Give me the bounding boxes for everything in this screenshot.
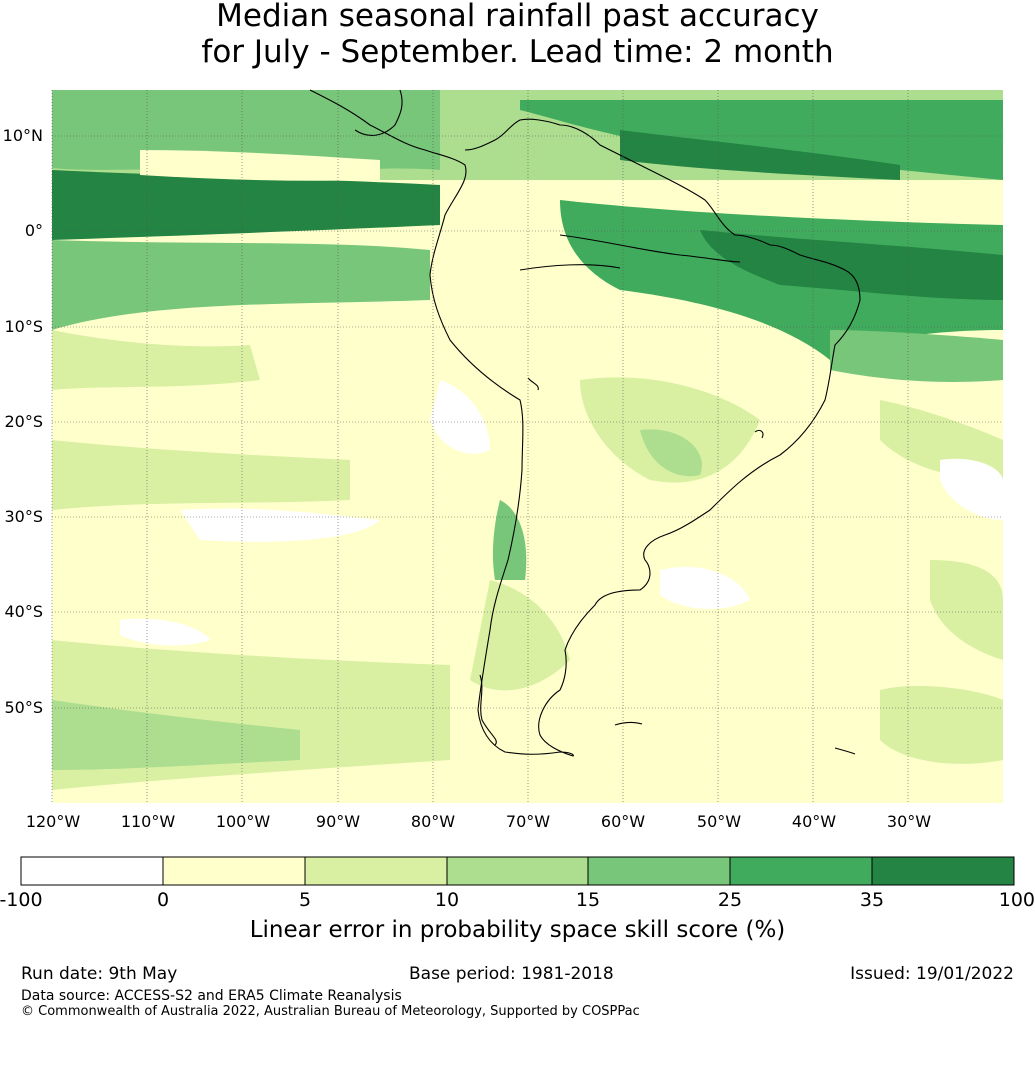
copyright-notice: © Commonwealth of Australia 2022, Austra… bbox=[21, 1004, 640, 1019]
data-source: Data source: ACCESS-S2 and ERA5 Climate … bbox=[21, 988, 402, 1004]
colorbar-label: Linear error in probability space skill … bbox=[249, 917, 786, 943]
map-title-line-1: Median seasonal rainfall past accuracy bbox=[216, 0, 819, 34]
colorbar-tick-15: 15 bbox=[575, 889, 601, 911]
lat-label-40s: 40°S bbox=[4, 602, 43, 621]
colorbar-segment-3 bbox=[305, 857, 447, 885]
colorbar-tick-100: 100 bbox=[998, 889, 1035, 911]
lon-label-30w: 30°W bbox=[886, 812, 932, 831]
colorbar-tick-minus-100: -100 bbox=[0, 889, 43, 911]
skill-score-field bbox=[52, 90, 1003, 803]
coastline bbox=[309, 89, 861, 757]
lat-label-30s: 30°S bbox=[4, 507, 43, 526]
lat-label-50s: 50°S bbox=[4, 698, 43, 717]
colorbar-tick-10: 10 bbox=[434, 889, 460, 911]
colorbar-segment-2 bbox=[163, 857, 305, 885]
graticule bbox=[51, 90, 1003, 803]
lon-label-70w: 70°W bbox=[505, 812, 551, 831]
colorbar-segment-5 bbox=[588, 857, 730, 885]
colorbar-segment-6 bbox=[730, 857, 872, 885]
colorbar-segment-4 bbox=[447, 857, 588, 885]
lon-label-90w: 90°W bbox=[315, 812, 361, 831]
lat-label-10n: 10°N bbox=[2, 126, 43, 145]
base-period: Base period: 1981-2018 bbox=[409, 964, 614, 984]
lon-label-120w: 120°W bbox=[25, 812, 81, 831]
colorbar-tick-5: 5 bbox=[298, 889, 312, 911]
lon-label-40w: 40°W bbox=[791, 812, 837, 831]
lon-label-60w: 60°W bbox=[600, 812, 646, 831]
map-title-line-2: for July - September. Lead time: 2 month bbox=[201, 34, 834, 70]
lat-label-0: 0° bbox=[24, 221, 43, 240]
colorbar bbox=[20, 856, 1015, 886]
lat-label-20s: 20°S bbox=[4, 412, 43, 431]
run-date: Run date: 9th May bbox=[21, 964, 178, 984]
issued-date: Issued: 19/01/2022 bbox=[850, 964, 1014, 984]
lon-label-50w: 50°W bbox=[696, 812, 742, 831]
colorbar-tick-35: 35 bbox=[859, 889, 885, 911]
lon-label-100w: 100°W bbox=[215, 812, 271, 831]
colorbar-tick-0: 0 bbox=[156, 889, 170, 911]
colorbar-segment-1 bbox=[21, 857, 163, 885]
colorbar-segment-7 bbox=[872, 857, 1014, 885]
colorbar-tick-25: 25 bbox=[717, 889, 743, 911]
lat-label-10s: 10°S bbox=[4, 317, 43, 336]
lon-label-80w: 80°W bbox=[410, 812, 456, 831]
lon-label-110w: 110°W bbox=[120, 812, 176, 831]
